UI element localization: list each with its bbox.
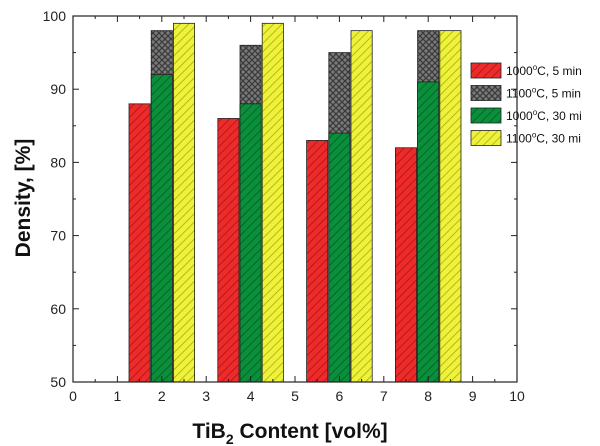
bar-series-1-point-4: [394, 147, 417, 383]
axes-group: 0 1 2 3 4 5 6 7 8 9 10 50 60 70 80 90 100: [43, 8, 525, 404]
bar-series-3-point-2: [239, 103, 262, 383]
x-axis-title: TiB2 Content [vol%]: [192, 420, 387, 446]
bar-series-1-point-2: [217, 118, 240, 383]
legend-swatch-2: [470, 85, 502, 101]
legend-label-2: 1100oC, 5 min: [506, 86, 581, 101]
y-tick-label: 50: [50, 374, 66, 390]
x-tick-label: 8: [424, 388, 432, 404]
x-tick-label: 0: [69, 388, 77, 404]
bar-series-1-point-1: [128, 103, 151, 383]
bar-series-4-point-4: [439, 30, 462, 383]
legend-swatch-1: [470, 62, 502, 79]
bar-series-3-point-1: [150, 74, 173, 383]
bar-series-3-point-4: [417, 81, 440, 383]
x-tick-label: 9: [469, 388, 477, 404]
x-tick-label: 6: [336, 388, 344, 404]
legend-label-4: 1100oC, 30 mi: [506, 131, 581, 146]
y-tick-label: 70: [50, 228, 66, 244]
bar-series-3-point-3: [328, 132, 351, 383]
bar-series-1-point-3: [306, 140, 329, 383]
legend-swatch-4: [470, 130, 502, 146]
y-tick-label: 100: [43, 8, 67, 24]
y-axis-title: Density, [%]: [12, 139, 35, 258]
x-tick-label: 10: [509, 388, 525, 404]
x-tick-label: 3: [202, 388, 210, 404]
x-tick-label: 2: [158, 388, 166, 404]
legend: 1000oC, 5 min 1100oC, 5 min 1000oC, 30 mi 1…: [470, 62, 582, 146]
legend-label-1: 1000oC, 5 min: [506, 63, 582, 78]
bar-series-4-point-2: [261, 22, 284, 383]
legend-label-3: 1000oC, 30 mi: [506, 108, 582, 123]
y-tick-label: 90: [50, 81, 66, 97]
bar-series-4-point-1: [172, 22, 195, 383]
x-tick-label: 7: [380, 388, 388, 404]
x-tick-label: 5: [291, 388, 299, 404]
y-tick-label: 60: [50, 301, 66, 317]
x-tick-label: 4: [247, 388, 255, 404]
legend-swatch-3: [470, 107, 502, 124]
bar-series-4-point-3: [350, 30, 373, 383]
x-tick-label: 1: [114, 388, 122, 404]
bars-group: [128, 22, 462, 383]
y-tick-label: 80: [50, 154, 66, 170]
